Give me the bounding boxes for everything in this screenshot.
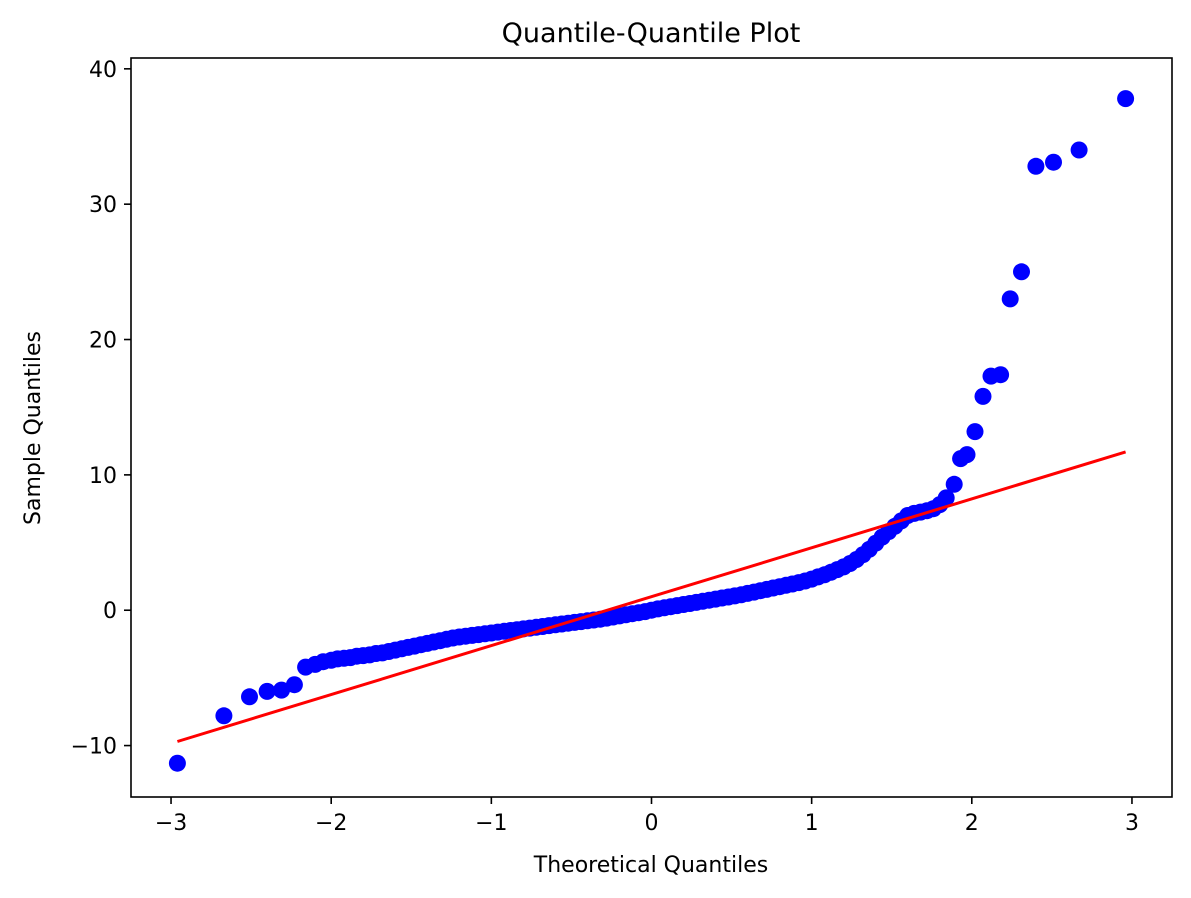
data-point [945, 475, 963, 493]
reference-line [176, 450, 1127, 743]
y-tick-label: −10 [71, 735, 117, 760]
y-tick-label: 0 [103, 599, 117, 624]
x-tick-label: −3 [155, 811, 187, 836]
data-point [1070, 141, 1088, 159]
x-tick-label: 1 [805, 811, 819, 836]
x-tick-label: −1 [475, 811, 507, 836]
data-point [258, 682, 276, 700]
data-point [241, 688, 258, 706]
x-axis: −3 −2 −1 0 1 2 3 [155, 797, 1139, 836]
y-axis-label: Sample Quantiles [21, 331, 46, 525]
x-tick-label: 0 [645, 811, 659, 836]
data-point [1045, 153, 1062, 171]
x-axis-label: Theoretical Quantiles [533, 853, 768, 878]
x-tick-label: 3 [1125, 811, 1139, 836]
data-point [937, 489, 955, 507]
data-point [974, 387, 992, 405]
y-axis: −10 0 10 20 30 40 [71, 58, 131, 760]
data-point [958, 446, 976, 464]
data-point [168, 754, 186, 772]
x-tick-label: 2 [965, 811, 979, 836]
data-point [966, 423, 984, 441]
data-point [992, 366, 1010, 384]
data-point [285, 676, 303, 694]
data-point [215, 707, 233, 725]
plot-area [168, 90, 1135, 772]
y-tick-label: 10 [89, 464, 117, 489]
data-point [273, 681, 290, 699]
x-tick-label: −2 [315, 811, 347, 836]
y-tick-label: 20 [89, 329, 117, 354]
data-point [1013, 263, 1030, 281]
y-tick-label: 30 [89, 193, 117, 218]
y-tick-label: 40 [89, 58, 117, 83]
data-point [1027, 157, 1045, 175]
chart-title: Quantile-Quantile Plot [502, 18, 801, 49]
data-point [1001, 290, 1019, 308]
data-point [1117, 90, 1135, 108]
